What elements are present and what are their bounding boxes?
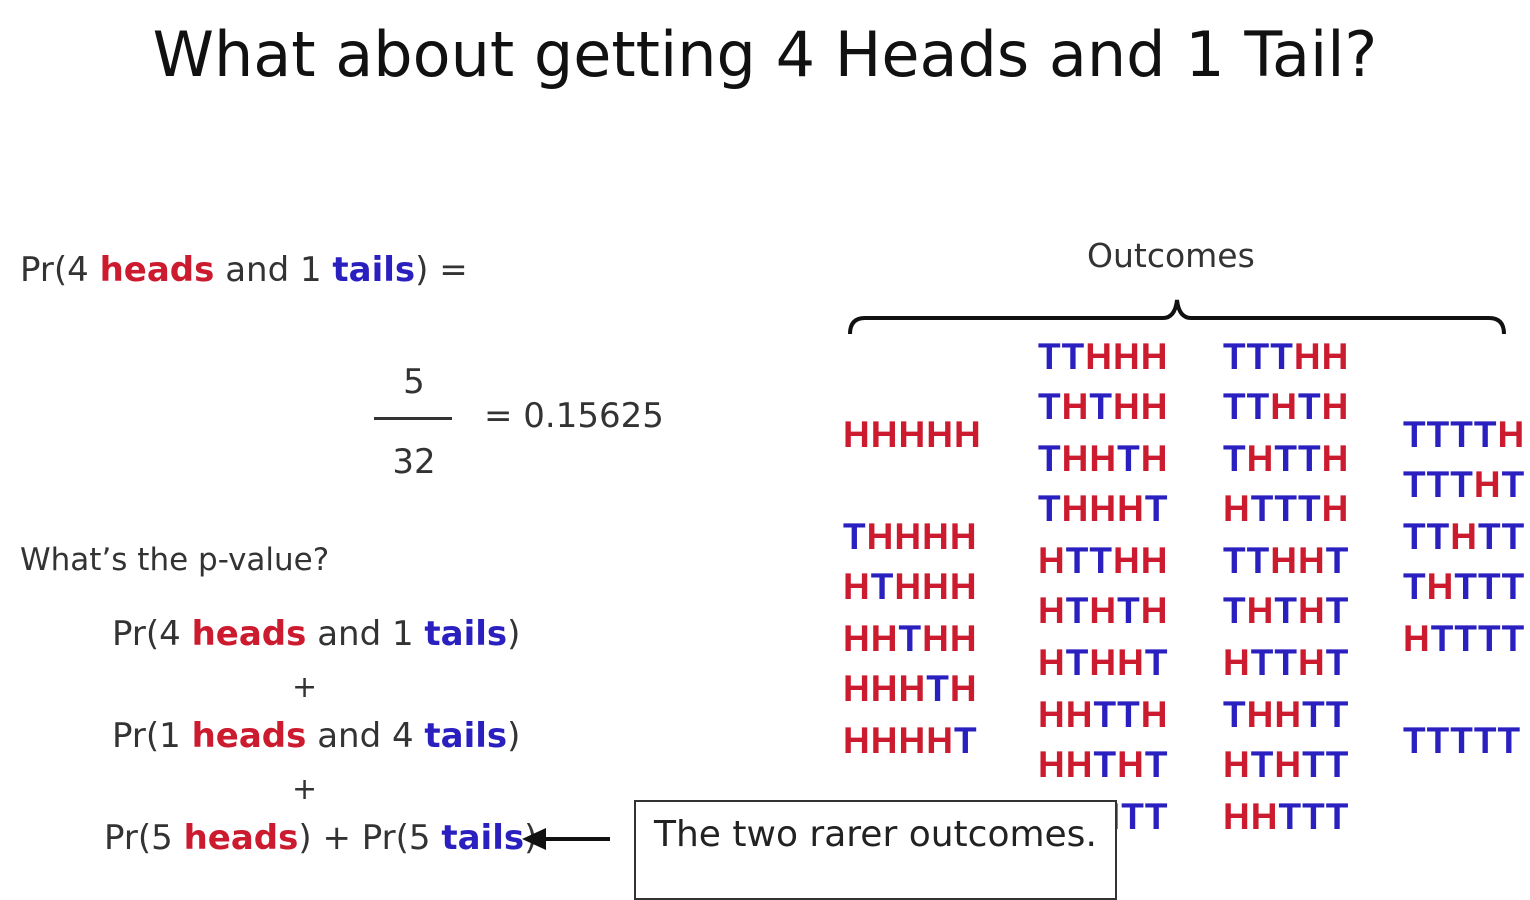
outcome-sequence: HTTTH xyxy=(1223,488,1350,529)
outcome-sequence: THTHH xyxy=(1038,386,1169,427)
sum-line-2-suffix: ) xyxy=(507,716,521,756)
sum-line-2-middle: and 4 xyxy=(306,716,425,756)
outcome-sequence: TTTHH xyxy=(1223,336,1350,377)
outcome-sequence: THTTT xyxy=(1403,566,1526,607)
tails-word: tails xyxy=(332,250,416,290)
outcomes-brace xyxy=(848,299,1506,335)
sum-line-1-prefix: Pr(4 xyxy=(112,614,192,654)
heads-word: heads xyxy=(99,250,215,290)
plus-sign-1: + xyxy=(292,670,318,705)
outcome-sequence: HHHTH xyxy=(843,668,978,709)
sum-line-3-part-2: ) + Pr(5 xyxy=(298,818,442,858)
sum-line-3-part-1: Pr(5 xyxy=(104,818,184,858)
sum-line-1-suffix: ) xyxy=(507,614,521,654)
outcome-sequence: THTTH xyxy=(1223,438,1350,479)
outcome-sequence: HHTHH xyxy=(843,618,978,659)
outcome-sequence: TTTHT xyxy=(1403,464,1526,505)
outcome-sequence: HHTTH xyxy=(1038,694,1169,735)
rarer-outcomes-callout: The two rarer outcomes. xyxy=(634,800,1117,900)
left-arrow-icon xyxy=(522,828,610,850)
outcome-sequence: HTHHH xyxy=(843,566,978,607)
tails-word: tails xyxy=(441,818,525,858)
sum-line-2: Pr(1 heads and 4 tails) xyxy=(112,716,520,756)
eq-suffix: ) = xyxy=(415,250,468,290)
outcome-sequence: HTTTT xyxy=(1403,618,1526,659)
eq-prefix: Pr(4 xyxy=(20,250,100,290)
sum-line-2-prefix: Pr(1 xyxy=(112,716,192,756)
outcome-sequence: TTHTH xyxy=(1223,386,1350,427)
outcome-sequence: HHTTT xyxy=(1223,796,1350,837)
outcome-sequence: HTTHT xyxy=(1223,642,1350,683)
tails-word: tails xyxy=(424,716,508,756)
eq-middle: and 1 xyxy=(214,250,333,290)
outcome-sequence: THHTH xyxy=(1038,438,1169,479)
outcome-sequence: TTTTT xyxy=(1403,720,1522,761)
outcome-sequence: HHTHT xyxy=(1038,744,1169,785)
fraction-numerator: 5 xyxy=(403,362,425,402)
sum-line-3: Pr(5 heads) + Pr(5 tails) xyxy=(104,818,537,858)
outcomes-label: Outcomes xyxy=(1087,236,1255,275)
sum-line-1: Pr(4 heads and 1 tails) xyxy=(112,614,520,654)
callout-text: The two rarer outcomes. xyxy=(654,814,1097,855)
heads-word: heads xyxy=(191,716,307,756)
outcome-sequence: HTTHH xyxy=(1038,540,1169,581)
probability-equation: Pr(4 heads and 1 tails) = xyxy=(20,250,468,290)
fraction-bar xyxy=(374,417,452,420)
outcome-sequence: THTHT xyxy=(1223,590,1350,631)
outcome-sequence: HTHTH xyxy=(1038,590,1169,631)
plus-sign-2: + xyxy=(292,772,318,807)
outcome-sequence: TTHTT xyxy=(1403,516,1526,557)
outcome-sequence: THHHT xyxy=(1038,488,1169,529)
fraction-denominator: 32 xyxy=(392,442,436,482)
outcome-sequence: TTHHT xyxy=(1223,540,1350,581)
outcome-sequence: HTHHT xyxy=(1038,642,1169,683)
outcome-sequence: HHHHT xyxy=(843,720,978,761)
outcome-sequence: THHHH xyxy=(843,516,978,557)
slide-title: What about getting 4 Heads and 1 Tail? xyxy=(152,18,1378,91)
outcome-sequence: TTTTH xyxy=(1403,414,1526,455)
fraction-result: = 0.15625 xyxy=(484,396,664,436)
outcome-sequence: HHHHH xyxy=(843,414,982,455)
outcome-sequence: TTHHH xyxy=(1038,336,1169,377)
p-value-question: What’s the p-value? xyxy=(20,542,330,578)
outcome-sequence: THHTT xyxy=(1223,694,1350,735)
tails-word: tails xyxy=(424,614,508,654)
heads-word: heads xyxy=(191,614,307,654)
sum-line-1-middle: and 1 xyxy=(306,614,425,654)
heads-word: heads xyxy=(183,818,299,858)
outcome-sequence: HTHTT xyxy=(1223,744,1350,785)
